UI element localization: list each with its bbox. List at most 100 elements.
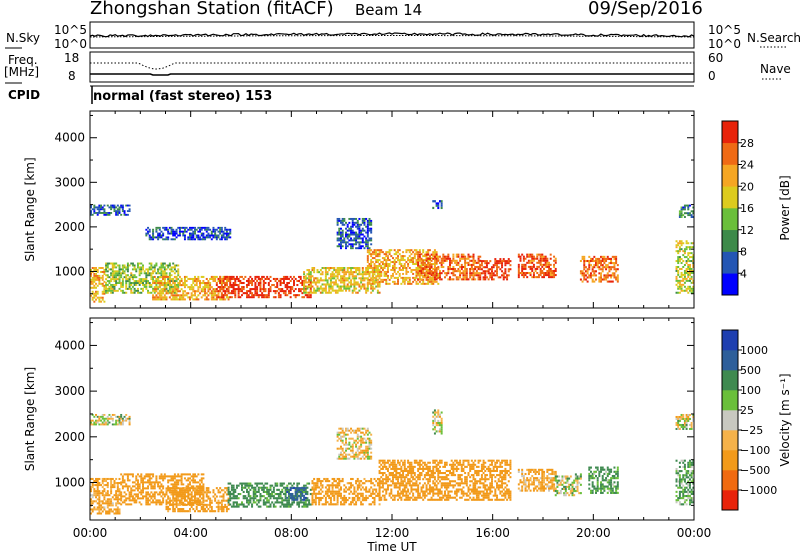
data-cell <box>548 261 551 264</box>
data-cell <box>163 266 166 269</box>
data-cell <box>108 498 111 501</box>
data-cell <box>685 246 688 249</box>
data-cell <box>433 263 436 266</box>
data-cell <box>301 292 304 295</box>
data-cell <box>145 283 148 286</box>
data-cell <box>383 270 386 273</box>
data-cell <box>158 296 161 299</box>
data-cell <box>276 482 279 485</box>
data-cell <box>437 268 440 271</box>
data-cell <box>118 208 121 211</box>
data-cell <box>113 204 116 207</box>
data-cell <box>323 494 326 497</box>
data-cell <box>170 287 173 290</box>
data-cell <box>152 298 155 301</box>
data-cell <box>150 268 153 271</box>
data-cell <box>183 234 186 237</box>
data-cell <box>126 477 129 480</box>
data-cell <box>115 477 118 480</box>
data-cell <box>438 255 441 258</box>
data-cell <box>501 264 504 267</box>
data-cell <box>339 247 342 250</box>
data-cell <box>375 279 378 282</box>
data-cell <box>464 261 467 264</box>
data-cell <box>131 497 134 500</box>
data-cell <box>140 477 143 480</box>
data-cell <box>172 228 175 231</box>
data-cell <box>108 502 111 505</box>
data-cell <box>353 279 356 282</box>
data-cell <box>287 497 290 500</box>
data-cell <box>140 473 143 476</box>
data-cell <box>155 285 158 288</box>
data-cell <box>204 226 207 229</box>
data-cell <box>522 257 525 260</box>
data-cell <box>256 286 259 289</box>
data-cell <box>168 264 171 267</box>
data-cell <box>197 487 200 490</box>
data-cell <box>319 269 322 272</box>
data-cell <box>462 253 465 256</box>
data-cell <box>308 271 311 274</box>
data-cell <box>157 238 160 241</box>
data-cell <box>162 292 165 295</box>
data-cell <box>603 278 606 281</box>
data-cell <box>678 267 681 270</box>
data-cell <box>339 237 342 240</box>
data-cell <box>339 245 342 248</box>
data-cell <box>192 277 195 280</box>
data-cell <box>321 503 324 506</box>
data-cell <box>348 239 351 242</box>
data-cell <box>150 483 153 486</box>
data-cell <box>224 228 227 231</box>
data-cell <box>412 268 415 271</box>
data-cell <box>116 512 119 515</box>
data-cell <box>479 274 482 277</box>
data-cell <box>281 482 284 485</box>
data-cell <box>277 488 280 491</box>
data-cell <box>350 229 353 232</box>
data-cell <box>153 266 156 269</box>
data-cell <box>281 288 284 291</box>
data-cell <box>195 485 198 488</box>
data-cell <box>96 296 99 299</box>
data-cell <box>111 272 114 275</box>
data-cell <box>158 284 161 287</box>
data-cell <box>214 230 217 233</box>
data-cell <box>398 261 401 264</box>
data-cell <box>98 498 101 501</box>
data-cell <box>376 265 379 267</box>
data-cell <box>690 289 693 292</box>
data-cell <box>480 264 483 267</box>
data-cell <box>145 268 148 271</box>
data-cell <box>363 223 366 226</box>
data-cell <box>123 491 126 494</box>
data-cell <box>529 265 532 268</box>
data-cell <box>410 253 413 256</box>
data-cell <box>170 493 173 496</box>
data-cell <box>187 510 190 513</box>
data-cell <box>385 278 388 281</box>
data-cell <box>356 219 359 222</box>
data-cell <box>328 289 331 292</box>
data-cell <box>93 294 96 297</box>
data-cell <box>336 291 339 294</box>
data-cell <box>427 259 430 262</box>
data-cell <box>264 288 267 291</box>
data-cell <box>482 270 485 273</box>
data-cell <box>259 288 262 291</box>
data-cell <box>150 481 153 484</box>
data-cell <box>680 289 683 292</box>
data-cell <box>133 266 136 269</box>
data-cell <box>586 276 589 279</box>
data-cell <box>244 484 247 487</box>
data-cell <box>204 294 207 297</box>
data-cell <box>110 500 113 503</box>
data-cell <box>343 219 346 222</box>
data-cell <box>348 486 351 489</box>
data-cell <box>96 498 99 501</box>
data-cell <box>690 275 693 278</box>
data-cell <box>459 270 462 273</box>
data-cell <box>90 494 92 497</box>
data-cell <box>251 292 254 295</box>
